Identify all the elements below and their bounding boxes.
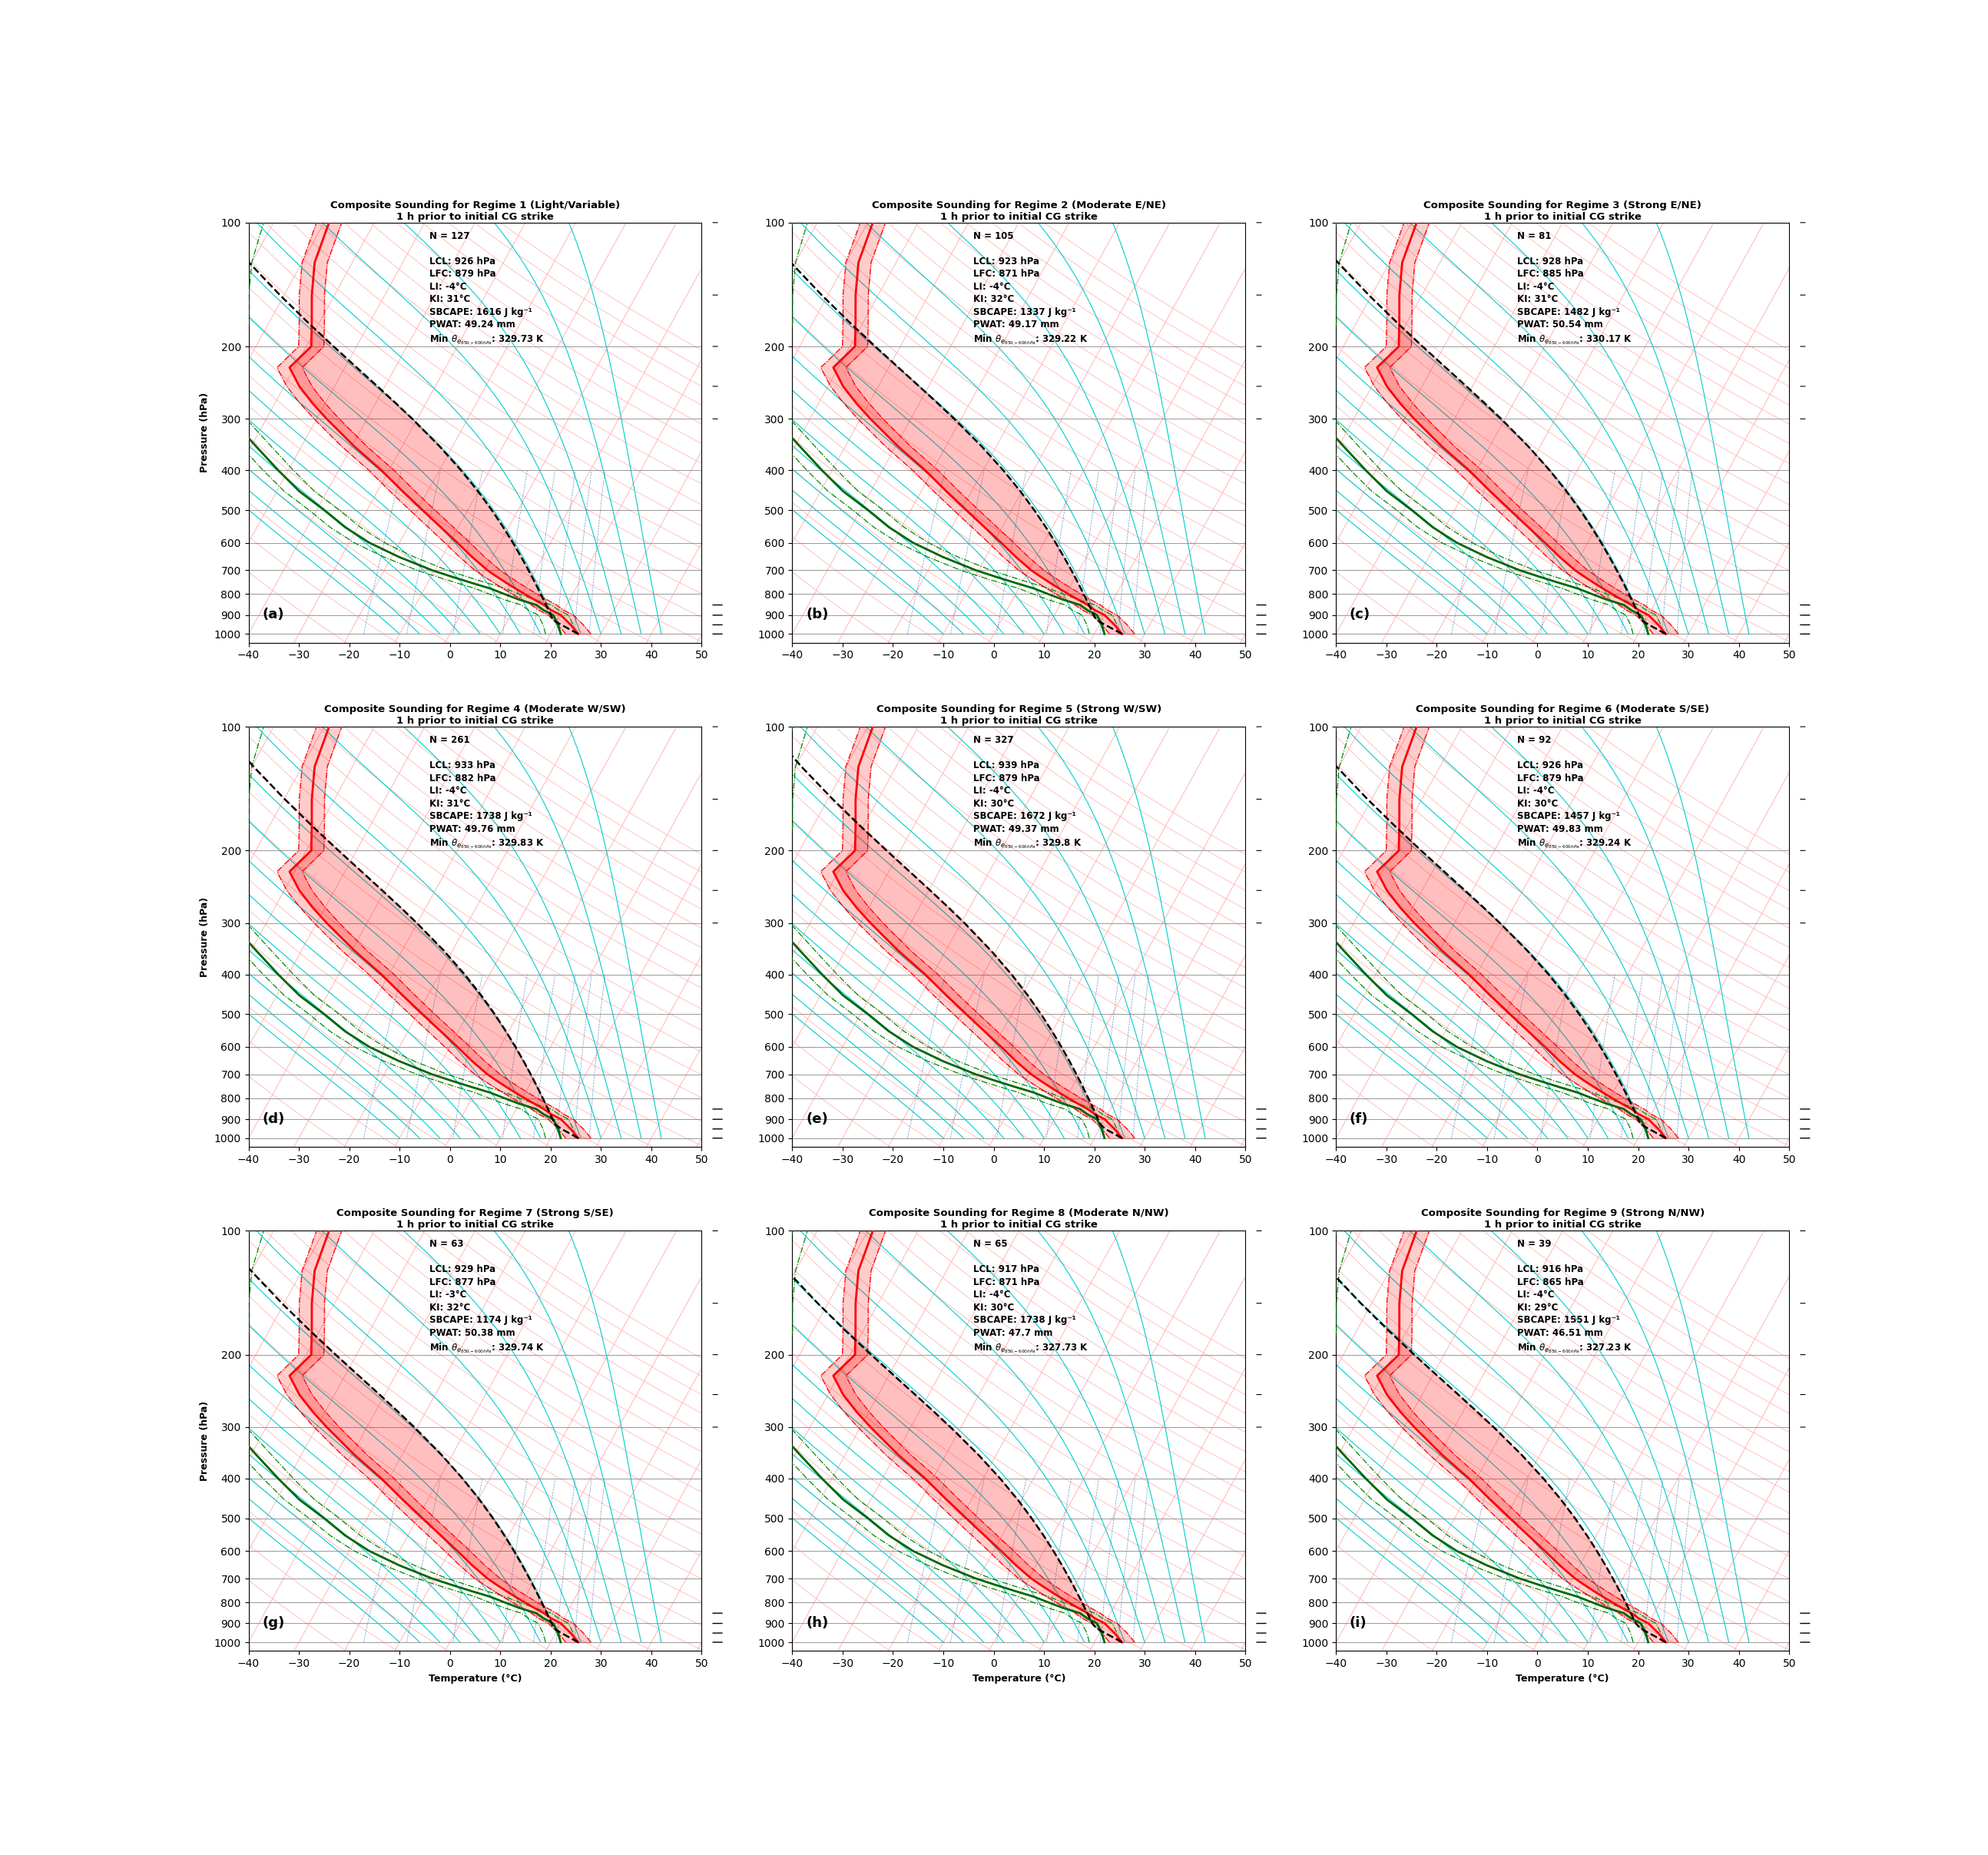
- Text: (f): (f): [1350, 1111, 1368, 1126]
- Y-axis label: Pressure (hPa): Pressure (hPa): [201, 896, 211, 978]
- X-axis label: Temperature (°C): Temperature (°C): [972, 1673, 1066, 1684]
- Text: (i): (i): [1350, 1616, 1368, 1631]
- Title: Composite Sounding for Regime 6 (Moderate S/SE)
1 h prior to initial CG strike: Composite Sounding for Regime 6 (Moderat…: [1415, 705, 1710, 725]
- Text: N = 63

LCL: 929 hPa
LFC: 877 hPa
LI: -3°C
KI: 32°C
SBCAPE: 1174 J kg⁻¹
PWAT: 50: N = 63 LCL: 929 hPa LFC: 877 hPa LI: -3°…: [429, 1239, 545, 1354]
- Text: N = 81

LCL: 928 hPa
LFC: 885 hPa
LI: -4°C
KI: 31°C
SBCAPE: 1482 J kg⁻¹
PWAT: 50: N = 81 LCL: 928 hPa LFC: 885 hPa LI: -4°…: [1517, 232, 1632, 347]
- X-axis label: Temperature (°C): Temperature (°C): [427, 1673, 521, 1684]
- Title: Composite Sounding for Regime 9 (Strong N/NW)
1 h prior to initial CG strike: Composite Sounding for Regime 9 (Strong …: [1421, 1208, 1704, 1230]
- Text: (b): (b): [805, 608, 829, 621]
- Text: (g): (g): [262, 1616, 284, 1631]
- Title: Composite Sounding for Regime 2 (Moderate E/NE)
1 h prior to initial CG strike: Composite Sounding for Regime 2 (Moderat…: [873, 200, 1165, 223]
- Text: N = 327

LCL: 939 hPa
LFC: 879 hPa
LI: -4°C
KI: 30°C
SBCAPE: 1672 J kg⁻¹
PWAT: 4: N = 327 LCL: 939 hPa LFC: 879 hPa LI: -4…: [974, 735, 1081, 851]
- Y-axis label: Pressure (hPa): Pressure (hPa): [201, 393, 211, 473]
- Text: N = 65

LCL: 917 hPa
LFC: 871 hPa
LI: -4°C
KI: 30°C
SBCAPE: 1738 J kg⁻¹
PWAT: 47: N = 65 LCL: 917 hPa LFC: 871 hPa LI: -4°…: [974, 1239, 1089, 1354]
- Title: Composite Sounding for Regime 4 (Moderate W/SW)
1 h prior to initial CG strike: Composite Sounding for Regime 4 (Moderat…: [324, 705, 626, 725]
- Text: N = 39

LCL: 916 hPa
LFC: 865 hPa
LI: -4°C
KI: 29°C
SBCAPE: 1551 J kg⁻¹
PWAT: 46: N = 39 LCL: 916 hPa LFC: 865 hPa LI: -4°…: [1517, 1239, 1632, 1354]
- Text: (a): (a): [262, 608, 284, 621]
- Title: Composite Sounding for Regime 7 (Strong S/SE)
1 h prior to initial CG strike: Composite Sounding for Regime 7 (Strong …: [336, 1208, 614, 1230]
- Title: Composite Sounding for Regime 1 (Light/Variable)
1 h prior to initial CG strike: Composite Sounding for Regime 1 (Light/V…: [330, 200, 620, 223]
- Y-axis label: Pressure (hPa): Pressure (hPa): [201, 1401, 211, 1480]
- Text: (h): (h): [805, 1616, 829, 1631]
- Text: N = 261

LCL: 933 hPa
LFC: 882 hPa
LI: -4°C
KI: 31°C
SBCAPE: 1738 J kg⁻¹
PWAT: 4: N = 261 LCL: 933 hPa LFC: 882 hPa LI: -4…: [429, 735, 545, 851]
- Title: Composite Sounding for Regime 3 (Strong E/NE)
1 h prior to initial CG strike: Composite Sounding for Regime 3 (Strong …: [1423, 200, 1702, 223]
- Text: N = 105

LCL: 923 hPa
LFC: 871 hPa
LI: -4°C
KI: 32°C
SBCAPE: 1337 J kg⁻¹
PWAT: 4: N = 105 LCL: 923 hPa LFC: 871 hPa LI: -4…: [974, 232, 1087, 347]
- Text: (d): (d): [262, 1111, 284, 1126]
- Title: Composite Sounding for Regime 5 (Strong W/SW)
1 h prior to initial CG strike: Composite Sounding for Regime 5 (Strong …: [877, 705, 1161, 725]
- Text: N = 127

LCL: 926 hPa
LFC: 879 hPa
LI: -4°C
KI: 31°C
SBCAPE: 1616 J kg⁻¹
PWAT: 4: N = 127 LCL: 926 hPa LFC: 879 hPa LI: -4…: [429, 232, 545, 347]
- X-axis label: Temperature (°C): Temperature (°C): [1517, 1673, 1610, 1684]
- Text: N = 92

LCL: 926 hPa
LFC: 879 hPa
LI: -4°C
KI: 30°C
SBCAPE: 1457 J kg⁻¹
PWAT: 49: N = 92 LCL: 926 hPa LFC: 879 hPa LI: -4°…: [1517, 735, 1632, 851]
- Title: Composite Sounding for Regime 8 (Moderate N/NW)
1 h prior to initial CG strike: Composite Sounding for Regime 8 (Moderat…: [869, 1208, 1169, 1230]
- Text: (c): (c): [1350, 608, 1370, 621]
- Text: (e): (e): [805, 1111, 827, 1126]
